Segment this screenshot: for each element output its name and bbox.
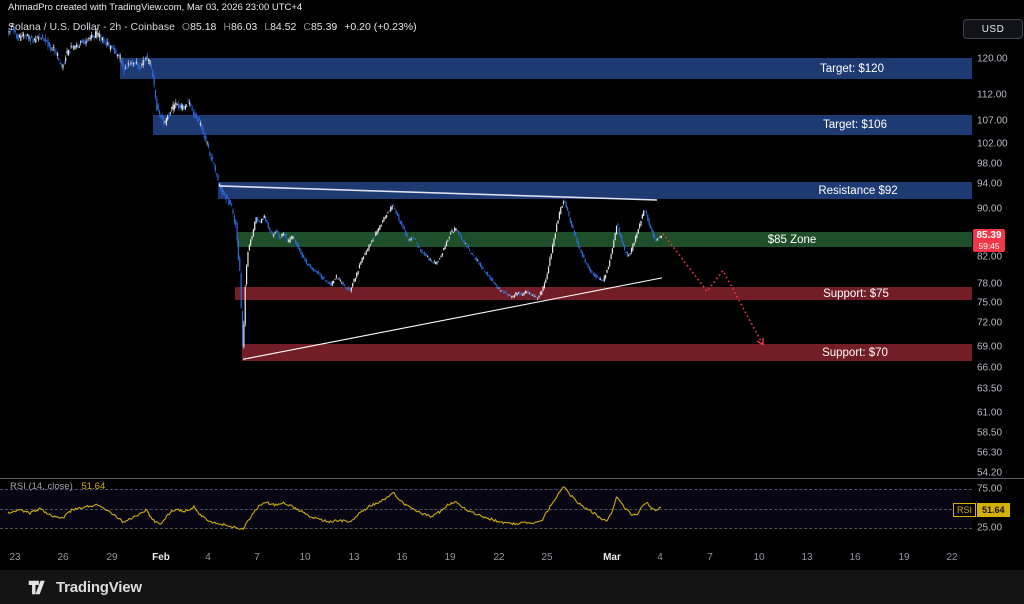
- bar-countdown: 59:45: [978, 241, 1000, 251]
- price-axis-tick: 61.00: [977, 407, 1003, 419]
- zone-label-resistance-92: Resistance $92: [818, 184, 898, 197]
- price-axis-tick: 75.00: [977, 297, 1003, 309]
- zone-label-target-120: Target: $120: [820, 62, 884, 75]
- price-axis-tick: 94.00: [977, 178, 1003, 190]
- time-axis-tick: 7: [707, 552, 713, 563]
- rsi-value-tag: RSI 51.64: [953, 503, 1010, 517]
- zone-label-support-70: Support: $70: [822, 346, 888, 359]
- time-axis-tick: 4: [657, 552, 663, 563]
- price-axis-tick: 54.20: [977, 467, 1003, 479]
- time-axis-tick: 10: [753, 552, 765, 563]
- time-axis-tick: 22: [946, 552, 958, 563]
- time-axis-tick: 13: [801, 552, 813, 563]
- time-axis-tick: 4: [205, 552, 211, 563]
- time-axis-tick: 10: [299, 552, 311, 563]
- time-axis-tick: 19: [444, 552, 456, 563]
- rsi-tag-label: RSI: [953, 503, 977, 517]
- rsi-axis-tick: 75.00: [977, 483, 1003, 495]
- price-axis-tick: 98.00: [977, 158, 1003, 170]
- tradingview-logo[interactable]: TradingView: [27, 579, 142, 596]
- time-axis-tick: 26: [57, 552, 69, 563]
- price-axis-tick: 102.00: [977, 138, 1008, 150]
- rsi-axis-tick: 25.00: [977, 522, 1003, 534]
- time-axis-tick: 29: [106, 552, 118, 563]
- time-axis-tick: 23: [9, 552, 21, 563]
- price-axis-tick: 82.00: [977, 251, 1003, 263]
- rsi-indicator-legend: RSI (14, close) 51.64: [10, 481, 105, 492]
- attribution-text: AhmadPro created with TradingView.com, M…: [0, 0, 1024, 15]
- last-price-value: 85.39: [976, 230, 1002, 241]
- price-axis-tick: 69.00: [977, 341, 1003, 353]
- time-axis-tick: Mar: [603, 552, 621, 563]
- pane-divider[interactable]: [0, 478, 1024, 479]
- price-axis-tick: 58.50: [977, 427, 1003, 439]
- time-axis-tick: 16: [396, 552, 408, 563]
- tradingview-logo-icon: [28, 580, 45, 594]
- footer-bar: TradingView: [0, 570, 1024, 604]
- zone-label-zone-85: $85 Zone: [767, 233, 817, 246]
- time-axis-tick: 19: [898, 552, 910, 563]
- price-axis-tick: 56.30: [977, 447, 1003, 459]
- price-axis-tick: 90.00: [977, 203, 1003, 215]
- price-axis-tick: 107.00: [977, 115, 1008, 127]
- time-axis-tick: 25: [541, 552, 553, 563]
- time-axis-tick: 22: [493, 552, 505, 563]
- price-axis-tick: 120.00: [977, 53, 1008, 65]
- time-axis-tick: 13: [348, 552, 360, 563]
- tradingview-brand-text: TradingView: [56, 578, 142, 596]
- zone-label-target-106: Target: $106: [823, 119, 887, 131]
- price-axis-tick: 78.00: [977, 278, 1003, 290]
- last-price-tag: 85.39 59:45: [973, 229, 1005, 252]
- time-axis-tick: 7: [254, 552, 260, 563]
- price-axis-tick: 112.00: [977, 89, 1007, 101]
- price-axis-tick: 63.50: [977, 383, 1003, 395]
- rsi-legend-value: 51.64: [81, 481, 106, 492]
- price-axis-tick: 66.00: [977, 362, 1003, 374]
- time-axis-tick: 16: [849, 552, 861, 563]
- currency-toggle-button[interactable]: USD: [963, 19, 1023, 39]
- rsi-tag-value: 51.64: [977, 503, 1010, 517]
- price-axis-tick: 72.00: [977, 317, 1003, 329]
- time-axis-tick: Feb: [152, 552, 170, 563]
- rsi-legend-title: RSI (14, close): [10, 481, 73, 492]
- zone-label-support-75: Support: $75: [823, 287, 889, 300]
